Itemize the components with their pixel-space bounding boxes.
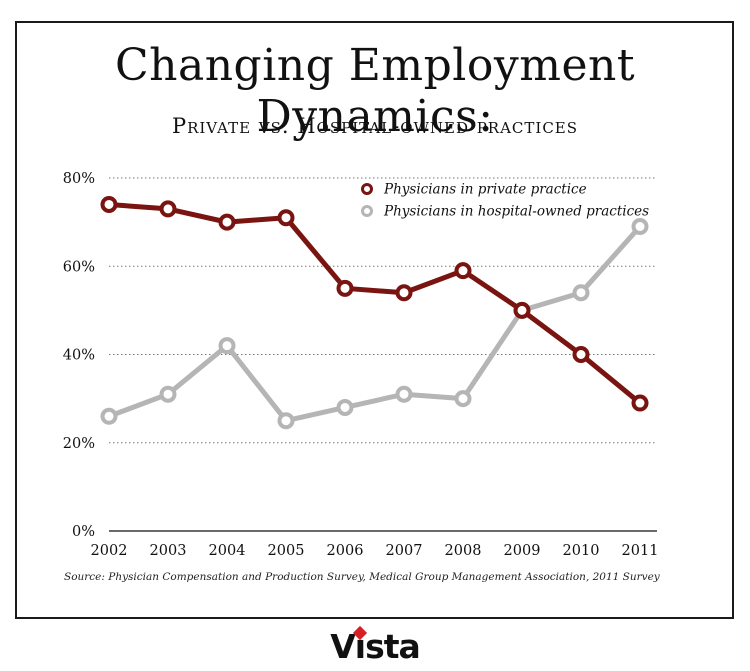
data-point <box>159 385 177 403</box>
logo-letter-i: ı <box>354 627 366 666</box>
chart-title: Changing Employment Dynamics: <box>114 40 635 142</box>
vista-logo: Vı sta <box>0 625 750 666</box>
data-point <box>631 394 649 412</box>
data-point <box>100 407 118 425</box>
logo-letters-start: V <box>330 627 356 666</box>
legend-marker <box>361 205 373 217</box>
data-point <box>336 279 354 297</box>
x-tick-label: 2004 <box>209 543 246 559</box>
data-point <box>277 209 295 227</box>
source-note: Source: Physician Compensation and Produ… <box>64 571 660 583</box>
data-point <box>218 337 236 355</box>
data-point <box>572 284 590 302</box>
x-tick-label: 2002 <box>91 543 128 559</box>
logo-i: ı <box>352 625 367 666</box>
x-tick-label: 2005 <box>268 543 305 559</box>
x-axis-ticks: 2002 2003 2004 2005 2006 2007 2008 2009 2010 2011 <box>91 543 659 559</box>
data-point <box>631 218 649 236</box>
x-tick-label: 2007 <box>386 543 423 559</box>
data-point <box>454 390 472 408</box>
data-point <box>218 213 236 231</box>
x-tick-label: 2003 <box>150 543 187 559</box>
y-tick-label: 80% <box>63 171 95 187</box>
data-point <box>100 195 118 213</box>
data-point <box>395 284 413 302</box>
x-tick-label: 2011 <box>622 543 659 559</box>
y-tick-label: 40% <box>63 348 95 364</box>
logo-letters-end: sta <box>365 627 421 666</box>
x-tick-label: 2008 <box>445 543 482 559</box>
chart-frame <box>15 21 734 619</box>
x-tick-label: 2006 <box>327 543 364 559</box>
chart-subtitle: Private vs. Hospital-owned practices <box>171 114 579 138</box>
x-tick-label: 2010 <box>563 543 600 559</box>
data-point <box>159 200 177 218</box>
data-point <box>454 262 472 280</box>
data-point <box>277 412 295 430</box>
data-point <box>572 346 590 363</box>
legend-label: Physicians in private practice <box>383 182 587 198</box>
x-tick-label: 2009 <box>504 543 541 559</box>
data-point <box>336 398 354 416</box>
legend: Physicians in private practice Physicians… <box>361 182 649 220</box>
gridlines <box>109 177 657 444</box>
legend-label: Physicians in hospital-owned practices <box>383 204 649 220</box>
series-line <box>106 224 643 424</box>
y-axis-ticks: 0% 20% 40% 60% 80% <box>63 171 95 540</box>
legend-marker <box>361 183 373 195</box>
y-tick-label: 60% <box>63 259 95 275</box>
series-line <box>106 201 643 406</box>
y-tick-label: 0% <box>72 524 95 540</box>
y-tick-label: 20% <box>63 436 95 452</box>
data-point <box>513 301 531 319</box>
data-point <box>395 385 413 403</box>
series-group <box>100 195 649 430</box>
